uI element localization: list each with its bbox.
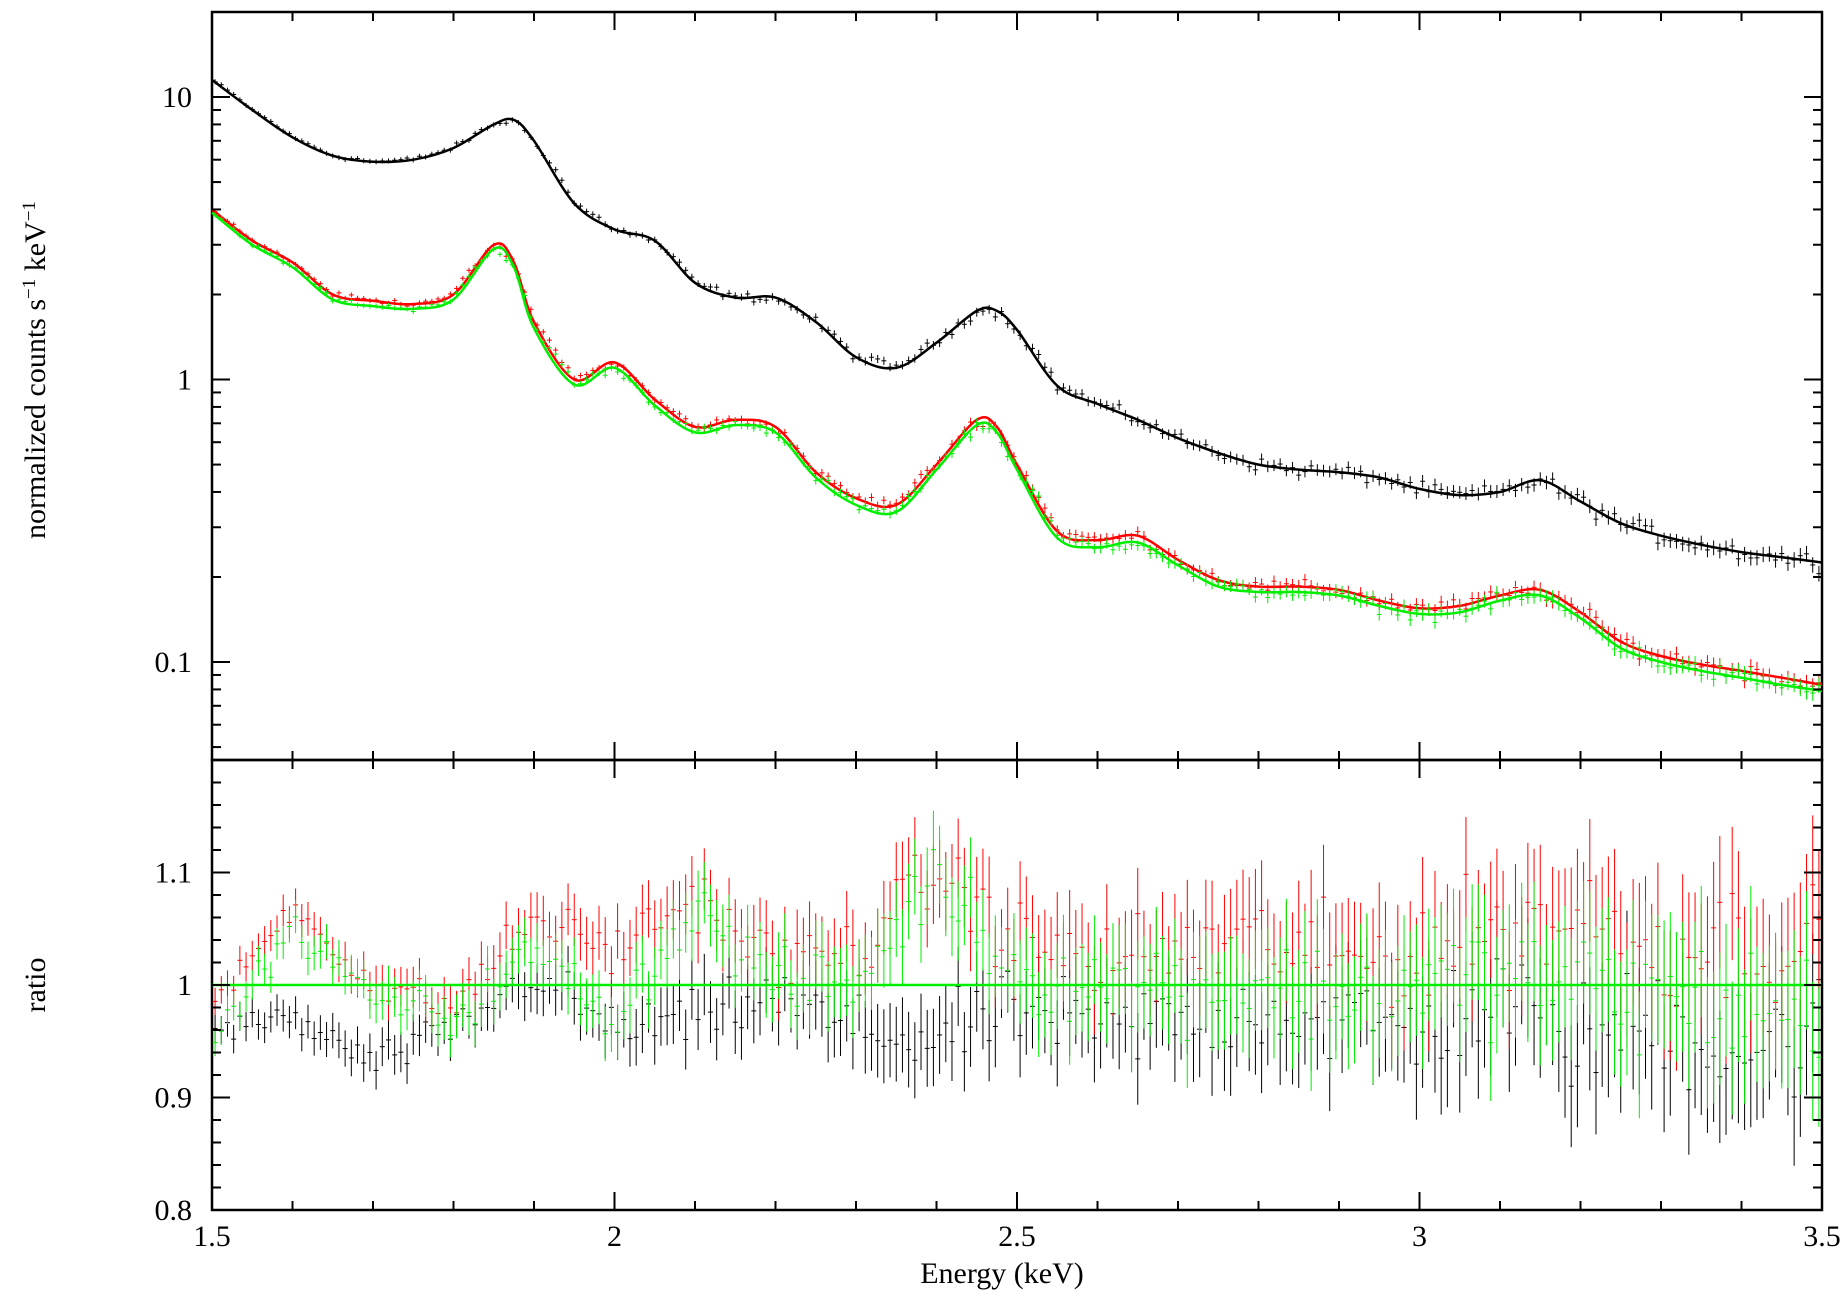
bottom-x-tick-label: 2 [607,1220,622,1253]
bottom-x-tick-label: 1.5 [193,1220,231,1253]
bottom-x-tick-label: 3 [1412,1220,1427,1253]
top-series-0 [211,78,1823,582]
bottom-ticks: 0.8 0.9 1 1.1 1.5 2 2.5 3 3.5 [155,759,1841,1253]
top-y-tick-label: 10 [162,81,192,114]
top-model-line-0 [211,78,1823,564]
bottom-y-tick-label: 1 [177,969,192,1002]
top-model-line-1 [211,208,1823,687]
bottom-plot-area [212,810,1822,1166]
top-y-axis-title-sup1: −1 [19,279,40,299]
top-y-axis-title-mid: keV [19,221,52,279]
top-ticks: 0.1 1 10 [155,11,1823,760]
top-y-tick-label: 1 [177,364,192,397]
bottom-series-1 [212,815,1822,1071]
bottom-y-tick-label: 1.1 [155,857,193,890]
bottom-panel: 0.8 0.9 1 1.1 1.5 2 2.5 3 3.5 [155,758,1841,1253]
top-y-axis-title-main: normalized counts s [19,299,52,539]
top-y-tick-label: 0.1 [155,646,193,679]
top-model-line-2 [211,211,1823,693]
top-y-axis-title: normalized counts s−1 keV−1 [19,201,52,539]
top-plot-frame [210,10,1824,762]
bottom-series-2 [212,810,1822,1127]
bottom-x-tick-label: 2.5 [998,1220,1036,1253]
top-series-2 [211,211,1823,701]
bottom-y-tick-label: 0.8 [155,1194,193,1227]
x-axis-title: Energy (keV) [920,1257,1084,1290]
axis-labels: Energy (keV) normalized counts s−1 keV−1… [19,201,1084,1290]
bottom-series-0 [212,900,1822,1166]
bottom-x-tick-label: 3.5 [1803,1220,1841,1253]
top-panel: 0.1 1 10 [155,10,1824,762]
top-y-axis-title-sup2: −1 [19,201,40,221]
bottom-y-tick-label: 0.9 [155,1082,193,1115]
top-series-1 [211,208,1823,694]
bottom-y-axis-title: ratio [19,958,52,1013]
